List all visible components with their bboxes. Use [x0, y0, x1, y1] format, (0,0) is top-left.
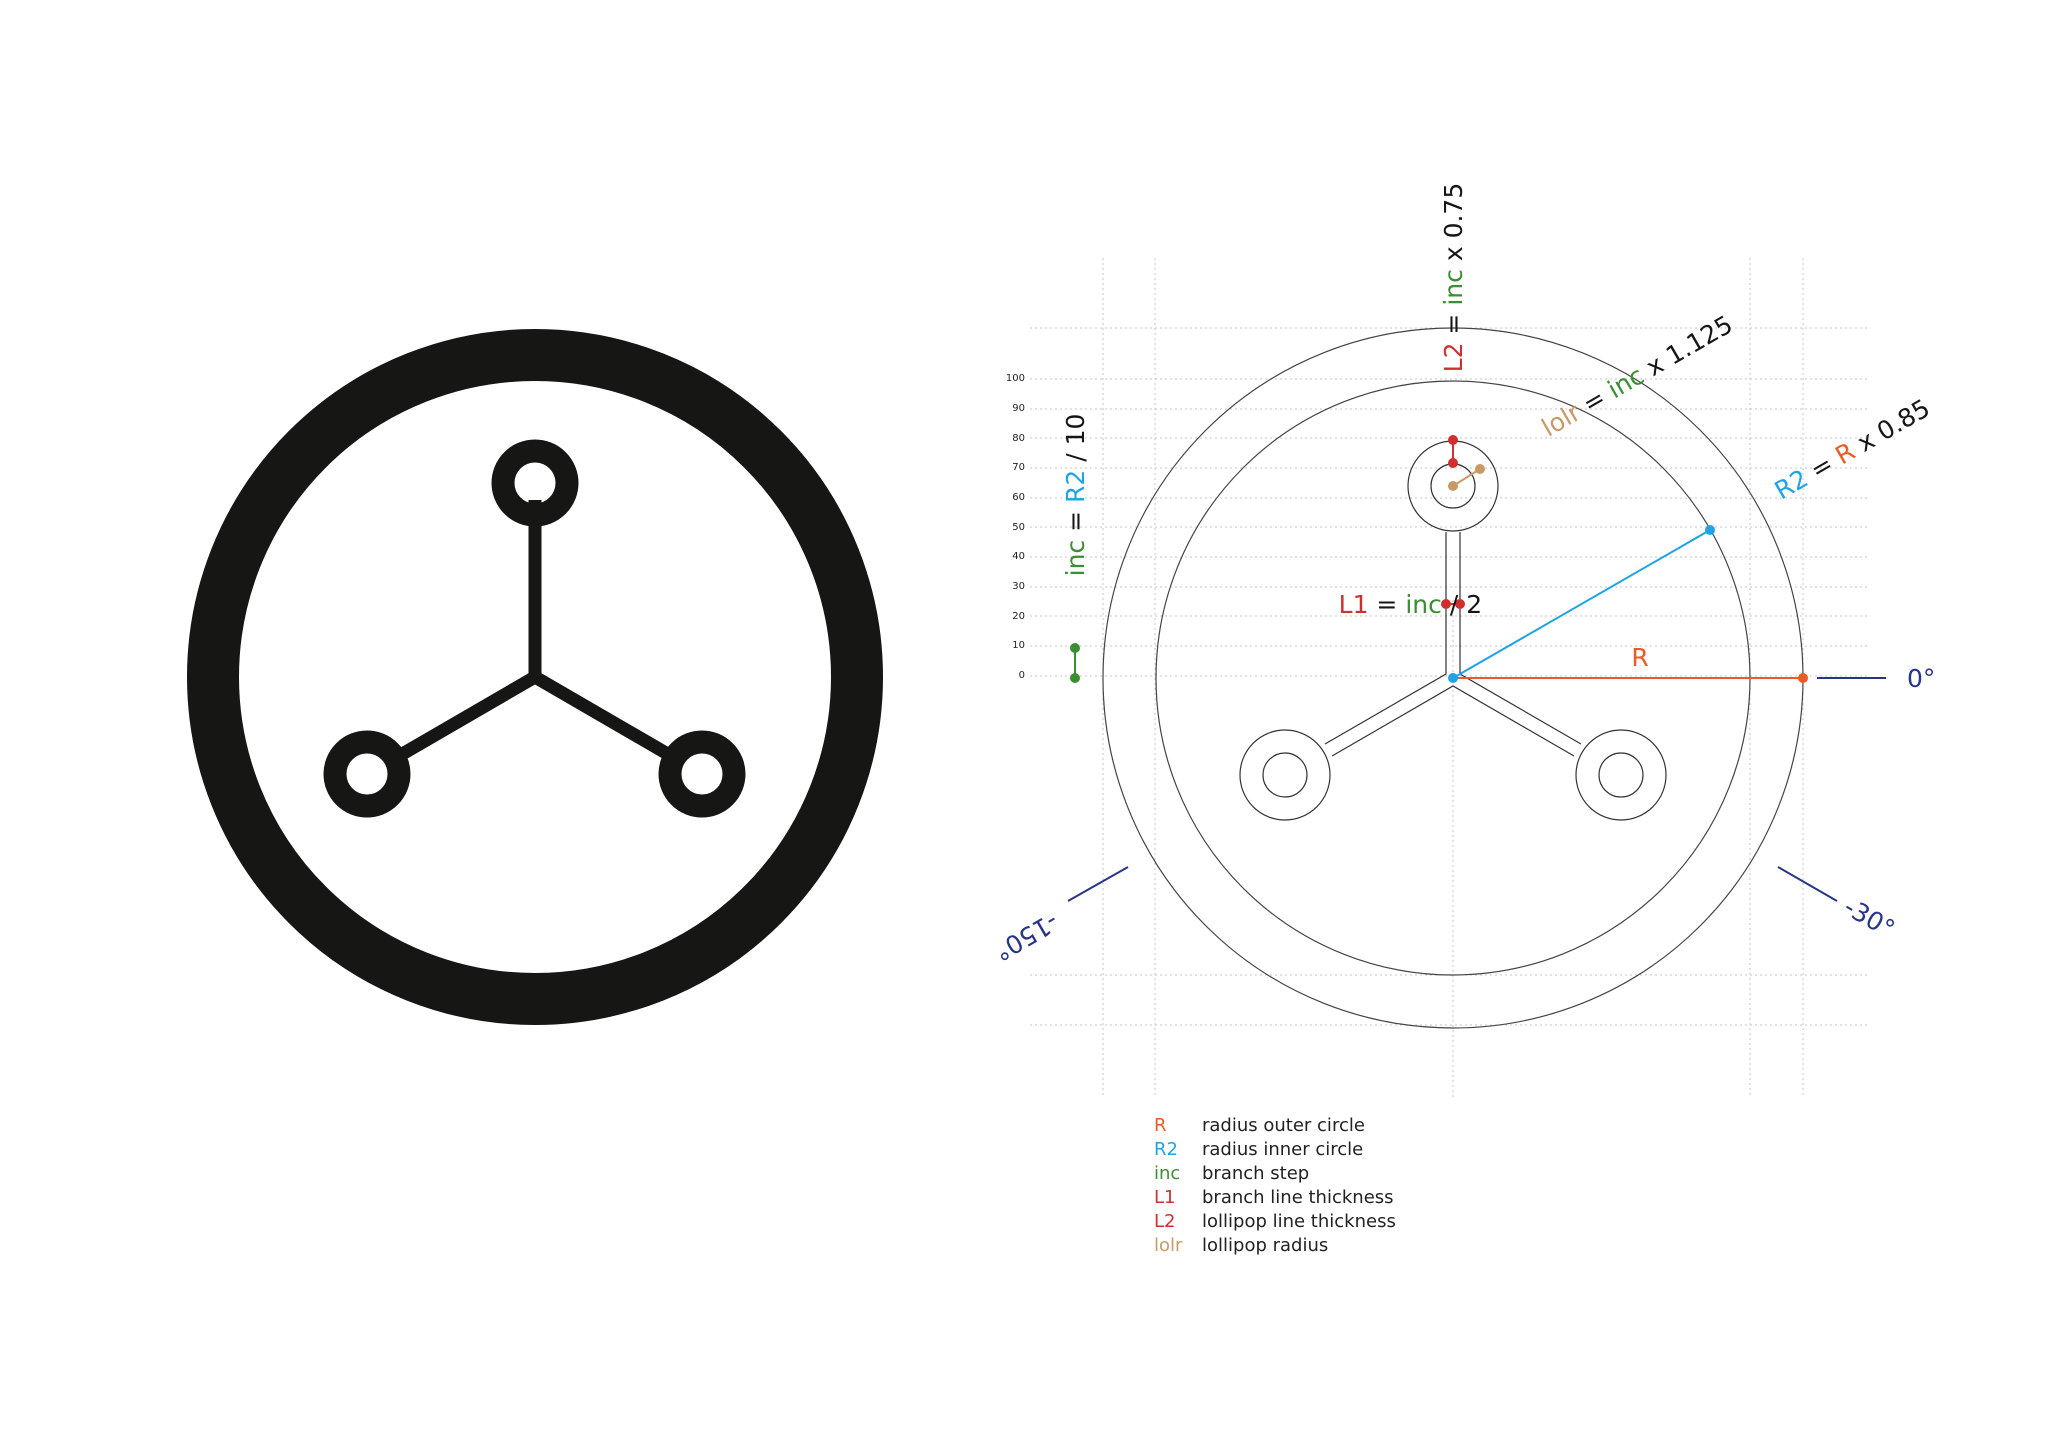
l1-dot: [1441, 599, 1451, 609]
construction-drawing: 100 90 80 70 60 50 40 30 20 10 0: [989, 143, 1970, 1097]
legend-key-l2: L2: [1154, 1211, 1175, 1232]
logo-lollipop-left: [323, 730, 411, 818]
lollipop-left-inner: [1262, 752, 1308, 798]
l1-marker: [1441, 599, 1465, 609]
ruler-tick-label: 80: [1012, 433, 1025, 444]
legend-desc-l1: branch line thickness: [1202, 1187, 1394, 1208]
lollipop-right-inner: [1598, 752, 1644, 798]
logo-lollipop-right: [658, 730, 746, 818]
equation-inc-ref: R2: [1061, 470, 1090, 503]
equation-lolr-rest: x 1.125: [1634, 310, 1737, 386]
lollipop-right-outer: [1575, 729, 1667, 821]
equation-l2-op: =: [1439, 306, 1468, 343]
ruler-tick-label: 90: [1012, 403, 1025, 414]
ruler-tick-label: 60: [1012, 492, 1025, 503]
ruler-tick-label: 40: [1012, 551, 1025, 562]
logo-outer-ring: [187, 329, 883, 1025]
radius-r2-dot: [1705, 525, 1715, 535]
ruler-tick-label: 20: [1012, 611, 1025, 622]
equation-lolr: lolr = inc x 1.125: [1489, 290, 1772, 470]
legend-key-inc: inc: [1154, 1163, 1180, 1184]
equation-l1-var: L1: [1339, 590, 1369, 619]
ruler-tick-label: 10: [1012, 640, 1025, 651]
l2-dot: [1448, 435, 1458, 445]
ruler-tick-label: 70: [1012, 462, 1025, 473]
angle-markers: [1067, 677, 1886, 902]
center-dot: [1448, 673, 1458, 683]
equation-l1-ref: inc: [1405, 590, 1442, 619]
logo-branches: [388, 500, 682, 766]
legend-key-lolr: lolr: [1154, 1235, 1183, 1256]
l2-marker: [1448, 435, 1458, 468]
equation-l1-op: =: [1368, 590, 1405, 619]
lolr-dot: [1475, 464, 1485, 474]
legend-desc-lolr: lollipop radius: [1202, 1235, 1328, 1256]
ruler-tick-label: 30: [1012, 581, 1025, 592]
l2-dot: [1448, 458, 1458, 468]
legend: R radius outer circle R2 radius inner ci…: [1154, 1115, 1396, 1256]
equation-l2: L2 = inc x 0.75: [1439, 143, 1468, 428]
equation-inc-op: =: [1061, 503, 1090, 540]
radius-r-label: R: [1631, 643, 1648, 672]
inc-dot: [1070, 643, 1080, 653]
logo-icon: [187, 329, 883, 1025]
lolr-dot: [1448, 481, 1458, 491]
ruler-tick-label: 100: [1006, 373, 1025, 384]
equation-l2-rest: x 0.75: [1439, 183, 1468, 269]
branch-outline: [1324, 532, 1582, 757]
inc-dot: [1070, 673, 1080, 683]
angle-neg150-line: [1067, 866, 1129, 902]
legend-desc-inc: branch step: [1202, 1163, 1309, 1184]
angle-neg30-line: [1777, 866, 1838, 902]
l1-dot: [1455, 599, 1465, 609]
equation-l1: L1 = inc / 2: [1283, 590, 1522, 619]
angle-neg150-label: -150°: [989, 907, 1063, 967]
legend-desc-r2: radius inner circle: [1202, 1139, 1363, 1160]
radius-r2-marker: [1448, 525, 1715, 683]
legend-desc-l2: lollipop line thickness: [1202, 1211, 1396, 1232]
lolr-marker: [1448, 464, 1485, 491]
equation-r2: R2 = R x 0.85: [1722, 373, 1970, 533]
equation-l1-rest: / 2: [1442, 590, 1482, 619]
ruler: 100 90 80 70 60 50 40 30 20 10 0: [1006, 373, 1025, 681]
equation-l2-ref: inc: [1439, 269, 1468, 306]
ruler-tick-label: 0: [1019, 670, 1025, 681]
equation-inc: inc = R2 / 10: [1061, 374, 1090, 632]
equation-inc-var: inc: [1061, 540, 1090, 577]
logo-lollipop-top: [491, 439, 579, 527]
radius-r2-line: [1452, 529, 1711, 679]
legend-key-r: R: [1154, 1115, 1167, 1136]
angle-0-label: 0°: [1907, 664, 1935, 693]
radius-r-marker: R: [1453, 643, 1808, 683]
legend-desc-r: radius outer circle: [1202, 1115, 1365, 1136]
legend-key-l1: L1: [1154, 1187, 1175, 1208]
inc-marker: [1070, 643, 1080, 683]
legend-key-r2: R2: [1154, 1139, 1178, 1160]
radius-r-dot: [1798, 673, 1808, 683]
logo-branch-left: [388, 671, 539, 766]
equation-inc-rest: / 10: [1061, 414, 1090, 470]
lollipop-left-outer: [1239, 729, 1331, 821]
equation-r2-rest: x 0.85: [1845, 393, 1934, 461]
lolr-line: [1452, 468, 1481, 487]
logo-branch-right: [531, 671, 682, 766]
angle-neg30-label: -30°: [1839, 892, 1900, 944]
ruler-tick-label: 50: [1012, 522, 1025, 533]
equation-l2-var: L2: [1439, 343, 1468, 373]
